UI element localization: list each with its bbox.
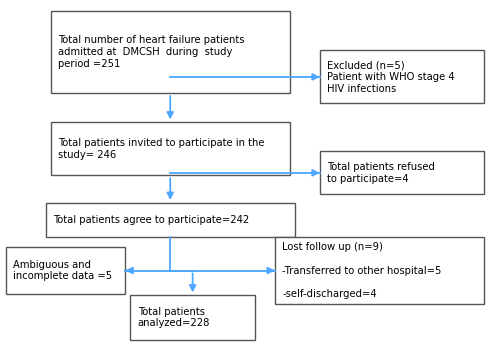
Text: Total patients refused
to participate=4: Total patients refused to participate=4 — [328, 162, 435, 184]
Text: Lost follow up (n=9)

-Transferred to other hospital=5

-self-discharged=4: Lost follow up (n=9) -Transferred to oth… — [282, 242, 442, 299]
FancyBboxPatch shape — [50, 11, 290, 93]
Text: Excluded (n=5)
Patient with WHO stage 4
HIV infections: Excluded (n=5) Patient with WHO stage 4 … — [328, 60, 455, 94]
Text: Ambiguous and
incomplete data =5: Ambiguous and incomplete data =5 — [13, 260, 112, 281]
FancyBboxPatch shape — [130, 295, 255, 340]
Text: Total patients invited to participate in the
study= 246: Total patients invited to participate in… — [58, 138, 264, 160]
FancyBboxPatch shape — [275, 237, 484, 304]
FancyBboxPatch shape — [46, 203, 295, 237]
FancyBboxPatch shape — [320, 151, 484, 194]
Text: Total patients
analyzed=228: Total patients analyzed=228 — [138, 307, 210, 329]
Text: Total number of heart failure patients
admitted at  DMCSH  during  study
period : Total number of heart failure patients a… — [58, 35, 244, 69]
FancyBboxPatch shape — [320, 50, 484, 104]
FancyBboxPatch shape — [6, 247, 126, 294]
FancyBboxPatch shape — [50, 122, 290, 175]
Text: Total patients agree to participate=242: Total patients agree to participate=242 — [53, 215, 250, 225]
